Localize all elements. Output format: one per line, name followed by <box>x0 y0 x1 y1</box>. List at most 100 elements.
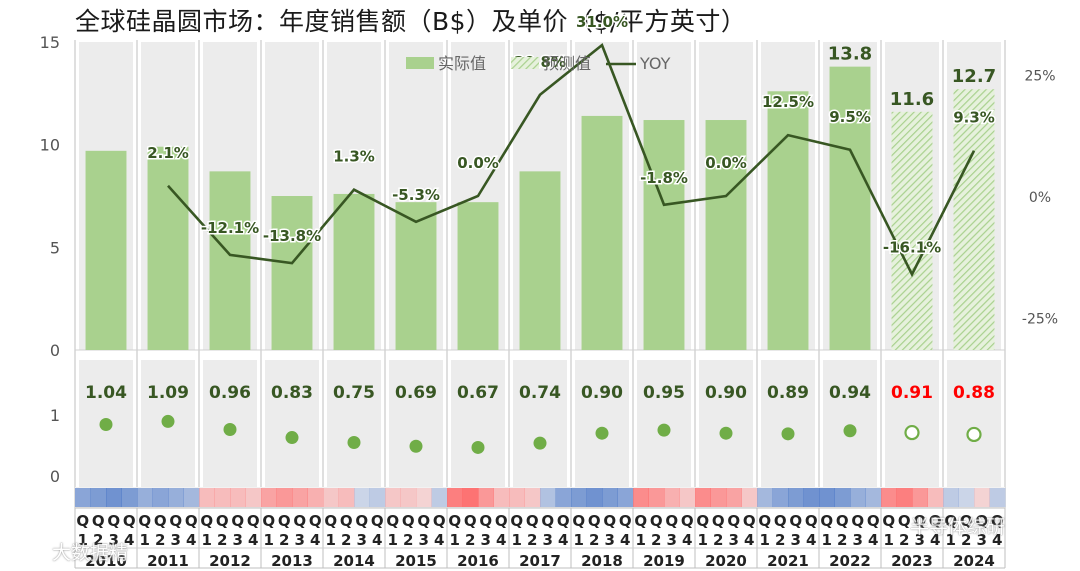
quarter-marker: Q <box>541 512 554 530</box>
quarter-marker: Q <box>216 512 229 530</box>
heat-cell <box>803 488 820 507</box>
price-label-2012: 0.96 <box>209 383 251 403</box>
price-dot-2010 <box>99 418 113 432</box>
price-band-2024 <box>947 360 1001 487</box>
quarter-number: 4 <box>682 531 692 549</box>
quarter-marker: Q <box>975 512 988 530</box>
quarter-number: 1 <box>78 531 88 549</box>
quarter-marker: Q <box>262 512 275 530</box>
quarter-number: 3 <box>481 531 491 549</box>
price-y-tick: 1 <box>50 406 60 425</box>
quarter-number: 2 <box>775 531 785 549</box>
quarter-number: 2 <box>155 531 165 549</box>
quarter-marker: Q <box>154 512 167 530</box>
actual-bar-2014 <box>333 193 375 350</box>
price-dot-2011 <box>161 414 175 428</box>
quarter-number: 2 <box>279 531 289 549</box>
quarter-marker: Q <box>836 512 849 530</box>
heat-cell <box>865 488 882 507</box>
quarter-number: 2 <box>651 531 661 549</box>
actual-bar-2015 <box>395 202 437 350</box>
heat-cell <box>152 488 169 507</box>
quarter-marker: Q <box>758 512 771 530</box>
heat-cell <box>772 488 789 507</box>
y-left-tick: 0 <box>50 341 60 360</box>
heat-cell <box>323 488 339 507</box>
price-dot-2014 <box>347 436 361 449</box>
price-dot-2022 <box>843 424 857 438</box>
price-label-2021: 0.89 <box>767 383 809 403</box>
price-band-2015 <box>389 360 443 487</box>
y-right-tick: 0% <box>1029 190 1051 206</box>
quarter-number: 3 <box>171 531 181 549</box>
price-dot-2018 <box>595 426 609 440</box>
price-label-2010: 1.04 <box>85 383 127 403</box>
quarter-number: 3 <box>543 531 553 549</box>
price-dot-2017 <box>533 436 547 450</box>
quarter-marker: Q <box>851 512 864 530</box>
quarter-marker: Q <box>247 512 260 530</box>
heat-cell <box>509 488 525 507</box>
actual-bar-2019 <box>643 120 685 350</box>
price-band-2019 <box>637 360 691 487</box>
quarter-number: 1 <box>140 531 150 549</box>
price-label-2018: 0.90 <box>581 383 623 403</box>
heat-cell <box>524 488 541 507</box>
heat-cell <box>788 488 804 507</box>
quarter-marker: Q <box>572 512 585 530</box>
quarter-marker: Q <box>417 512 430 530</box>
heat-cell <box>912 488 928 507</box>
legend-actual-swatch <box>406 57 434 69</box>
heat-cell <box>633 488 649 507</box>
quarter-marker: Q <box>479 512 492 530</box>
forecast-bar-2024 <box>953 89 995 350</box>
yoy-label-2013: -13.8% <box>263 227 321 245</box>
price-label-2022: 0.94 <box>829 383 871 403</box>
quarter-marker: Q <box>123 512 136 530</box>
quarter-number: 3 <box>233 531 243 549</box>
heat-cell <box>199 488 215 507</box>
heat-cell <box>276 488 293 507</box>
year-label-2024: 2024 <box>953 552 995 570</box>
heat-cell <box>540 488 556 507</box>
quarter-number: 2 <box>93 531 103 549</box>
yoy-label-2015: -5.3% <box>392 186 440 204</box>
quarter-marker: Q <box>448 512 461 530</box>
heat-cell <box>617 488 634 507</box>
quarter-marker: Q <box>898 512 911 530</box>
price-band-2021 <box>761 360 815 487</box>
heat-cell <box>230 488 246 507</box>
year-label-2015: 2015 <box>395 552 437 570</box>
quarter-marker: Q <box>371 512 384 530</box>
price-band-2017 <box>513 360 567 487</box>
quarter-marker: Q <box>712 512 725 530</box>
heat-cell <box>447 488 463 507</box>
quarter-marker: Q <box>355 512 368 530</box>
yoy-label-2022: 9.5% <box>829 108 871 126</box>
quarter-marker: Q <box>805 512 818 530</box>
quarter-number: 3 <box>915 531 925 549</box>
heat-cell <box>214 488 231 507</box>
legend-yoy-label: YOY <box>639 54 671 73</box>
price-dot-2019 <box>657 423 671 437</box>
y-right-tick: -25% <box>1022 312 1058 328</box>
quarter-number: 1 <box>326 531 336 549</box>
heat-cell <box>137 488 153 507</box>
price-label-2011: 1.09 <box>147 383 189 403</box>
heat-cell <box>710 488 727 507</box>
quarter-number: 4 <box>434 531 444 549</box>
heat-cell <box>385 488 401 507</box>
quarter-number: 3 <box>295 531 305 549</box>
quarter-marker: Q <box>557 512 570 530</box>
heat-cell <box>307 488 324 507</box>
heat-cell <box>75 488 91 507</box>
price-label-2024: 0.88 <box>953 383 995 403</box>
heat-cell <box>958 488 975 507</box>
heat-cell <box>183 488 200 507</box>
heat-cell <box>462 488 479 507</box>
heat-cell <box>292 488 308 507</box>
y-right-tick: 25% <box>1024 68 1055 84</box>
actual-bar-2012 <box>209 171 251 350</box>
heat-cell <box>927 488 944 507</box>
quarter-marker: Q <box>495 512 508 530</box>
